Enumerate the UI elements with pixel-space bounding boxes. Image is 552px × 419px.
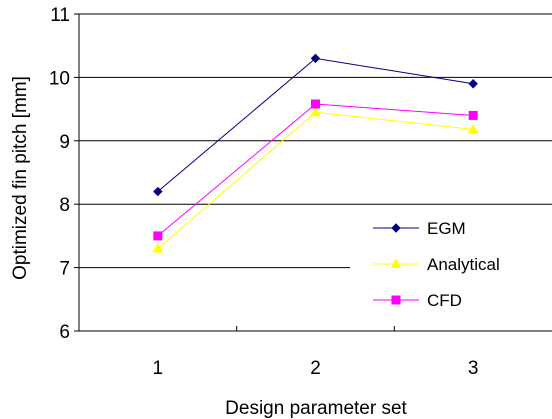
legend-item-cfd: CFD: [373, 291, 462, 310]
data-point: [310, 53, 321, 64]
y-axis-title: Optimized fin pitch [mm]: [10, 76, 31, 280]
y-tick-label: 8: [59, 195, 70, 216]
series-line: [157, 57, 474, 192]
x-tick-label: 2: [310, 358, 321, 379]
series-analytical: [152, 106, 479, 253]
gridlines: [79, 13, 552, 269]
series-cfd: [153, 99, 478, 241]
x-axis-title: Design parameter set: [225, 398, 407, 419]
data-point: [467, 123, 479, 134]
data-point: [390, 258, 402, 268]
data-point: [310, 106, 321, 117]
data-point: [468, 79, 478, 89]
data-point: [153, 231, 163, 241]
y-tick-label: 11: [50, 5, 70, 26]
x-tick-label: 3: [468, 358, 479, 379]
legend-label: CFD: [427, 291, 462, 310]
legend-item-analytical: Analytical: [373, 255, 500, 274]
legend: EGM Analytical CFD: [373, 219, 500, 310]
legend-label: EGM: [427, 219, 466, 238]
data-point: [468, 110, 478, 120]
x-tick-label: 1: [153, 358, 164, 379]
data-point: [391, 223, 401, 233]
y-tick-label: 10: [49, 68, 70, 89]
y-tick-label: 9: [59, 132, 70, 153]
legend-item-egm: EGM: [373, 219, 466, 238]
series-egm: [153, 53, 478, 197]
series-line: [157, 111, 474, 249]
data-point: [311, 99, 320, 109]
legend-label: Analytical: [427, 255, 500, 274]
y-tick-label: 7: [59, 259, 70, 280]
data-point: [152, 243, 164, 253]
y-tick-label: 6: [59, 322, 70, 343]
series: [152, 53, 479, 253]
data-point: [391, 295, 401, 305]
data-point: [153, 186, 163, 197]
